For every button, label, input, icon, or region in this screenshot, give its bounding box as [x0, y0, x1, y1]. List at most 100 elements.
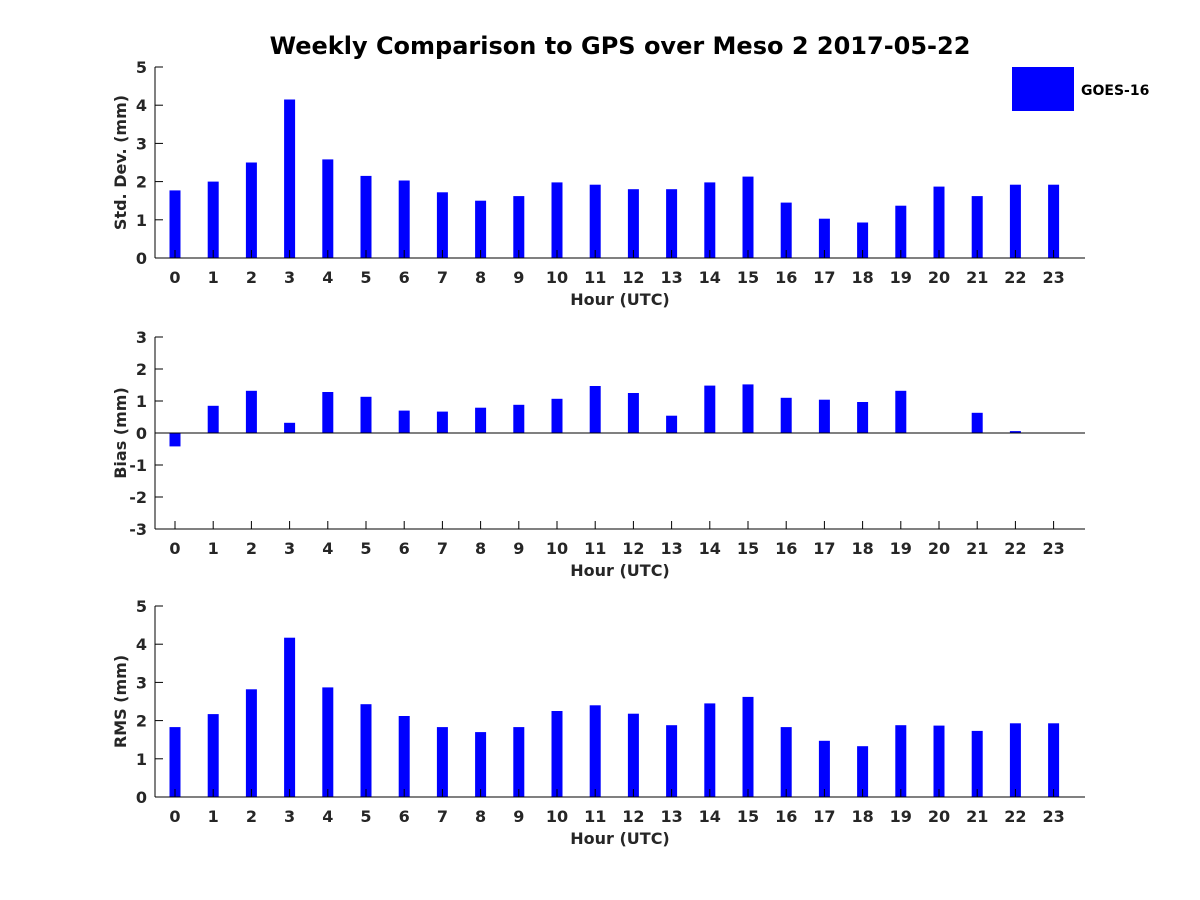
x-tick-label: 6 — [399, 539, 410, 558]
x-tick-label: 17 — [813, 268, 835, 287]
x-tick-label: 9 — [513, 807, 524, 826]
bar-hour-1 — [207, 714, 219, 797]
x-tick-label: 1 — [208, 807, 219, 826]
y-tick-label: 2 — [136, 360, 147, 379]
bar-hour-5 — [360, 396, 372, 433]
y-tick-label: -3 — [129, 520, 147, 539]
bar-hour-18 — [857, 746, 869, 797]
bar-hour-12 — [627, 713, 639, 797]
y-tick-label: 0 — [136, 788, 147, 807]
x-tick-label: 4 — [322, 807, 333, 826]
x-tick-label: 19 — [890, 807, 912, 826]
bar-hour-23 — [1048, 184, 1060, 258]
bar-hour-7 — [436, 192, 448, 258]
bar-hour-2 — [245, 162, 257, 258]
x-tick-label: 19 — [890, 539, 912, 558]
x-tick-label: 14 — [699, 807, 721, 826]
bar-hour-2 — [245, 390, 257, 433]
y-tick-label: 3 — [136, 134, 147, 153]
y-tick-label: 1 — [136, 211, 147, 230]
bar-hour-6 — [398, 410, 410, 433]
x-tick-label: 3 — [284, 268, 295, 287]
x-tick-label: 18 — [851, 268, 873, 287]
x-tick-label: 0 — [169, 268, 180, 287]
y-tick-label: 3 — [136, 673, 147, 692]
x-tick-label: 14 — [699, 268, 721, 287]
x-tick-label: 21 — [966, 539, 988, 558]
bar-hour-3 — [284, 422, 296, 433]
y-tick-label: 1 — [136, 392, 147, 411]
y-axis-label: Std. Dev. (mm) — [111, 95, 130, 230]
x-tick-label: 0 — [169, 539, 180, 558]
x-tick-label: 20 — [928, 807, 950, 826]
x-tick-label: 10 — [546, 268, 568, 287]
bar-hour-10 — [551, 711, 563, 797]
bar-hour-6 — [398, 180, 410, 258]
legend-swatch — [1012, 67, 1074, 111]
y-tick-label: 2 — [136, 173, 147, 192]
legend: GOES-16 — [1012, 67, 1149, 111]
bar-hour-4 — [322, 159, 334, 258]
bar-hour-12 — [627, 393, 639, 433]
x-tick-label: 5 — [360, 268, 371, 287]
y-tick-label: 5 — [136, 58, 147, 77]
x-tick-label: 13 — [660, 268, 682, 287]
bar-hour-19 — [895, 725, 907, 797]
bar-hour-15 — [742, 696, 754, 797]
x-tick-label: 11 — [584, 539, 606, 558]
x-tick-label: 10 — [546, 539, 568, 558]
bar-hour-14 — [704, 182, 716, 258]
x-tick-label: 23 — [1042, 807, 1064, 826]
bar-hour-9 — [513, 727, 525, 797]
x-tick-label: 3 — [284, 807, 295, 826]
x-tick-label: 13 — [660, 807, 682, 826]
x-tick-label: 2 — [246, 539, 257, 558]
bar-hour-1 — [207, 181, 219, 258]
bar-hour-10 — [551, 182, 563, 258]
x-tick-label: 1 — [208, 539, 219, 558]
bar-hour-7 — [436, 727, 448, 797]
bar-hour-21 — [971, 730, 983, 797]
bar-hour-21 — [971, 412, 983, 433]
bar-hour-16 — [780, 727, 792, 797]
bar-hour-9 — [513, 196, 525, 258]
bar-hour-4 — [322, 392, 334, 433]
bar-hour-20 — [933, 725, 945, 797]
y-tick-label: 0 — [136, 249, 147, 268]
x-tick-label: 10 — [546, 807, 568, 826]
x-tick-label: 8 — [475, 807, 486, 826]
x-tick-label: 21 — [966, 807, 988, 826]
bar-hour-19 — [895, 390, 907, 433]
bar-hour-16 — [780, 202, 792, 258]
bar-hour-3 — [284, 637, 296, 797]
bar-hour-18 — [857, 222, 869, 258]
x-tick-label: 11 — [584, 268, 606, 287]
bar-hour-17 — [818, 740, 830, 797]
x-tick-label: 17 — [813, 539, 835, 558]
x-tick-label: 12 — [622, 807, 644, 826]
y-tick-label: -2 — [129, 488, 147, 507]
bar-hour-13 — [666, 725, 678, 797]
bar-hour-13 — [666, 189, 678, 258]
x-tick-label: 12 — [622, 268, 644, 287]
x-tick-label: 7 — [437, 539, 448, 558]
x-axis-label: Hour (UTC) — [570, 290, 670, 309]
y-tick-label: 2 — [136, 712, 147, 731]
x-tick-label: 19 — [890, 268, 912, 287]
bar-hour-4 — [322, 687, 334, 797]
x-tick-label: 11 — [584, 807, 606, 826]
y-tick-label: 4 — [136, 96, 147, 115]
bar-hour-18 — [857, 402, 869, 433]
x-tick-label: 17 — [813, 807, 835, 826]
bar-hour-11 — [589, 705, 601, 797]
bar-hour-8 — [475, 200, 487, 258]
legend-label: GOES-16 — [1081, 83, 1149, 99]
bar-hour-17 — [818, 399, 830, 433]
bar-hour-5 — [360, 175, 372, 258]
x-tick-label: 15 — [737, 268, 759, 287]
bar-hour-5 — [360, 704, 372, 797]
chart-title: Weekly Comparison to GPS over Meso 2 201… — [270, 32, 971, 60]
